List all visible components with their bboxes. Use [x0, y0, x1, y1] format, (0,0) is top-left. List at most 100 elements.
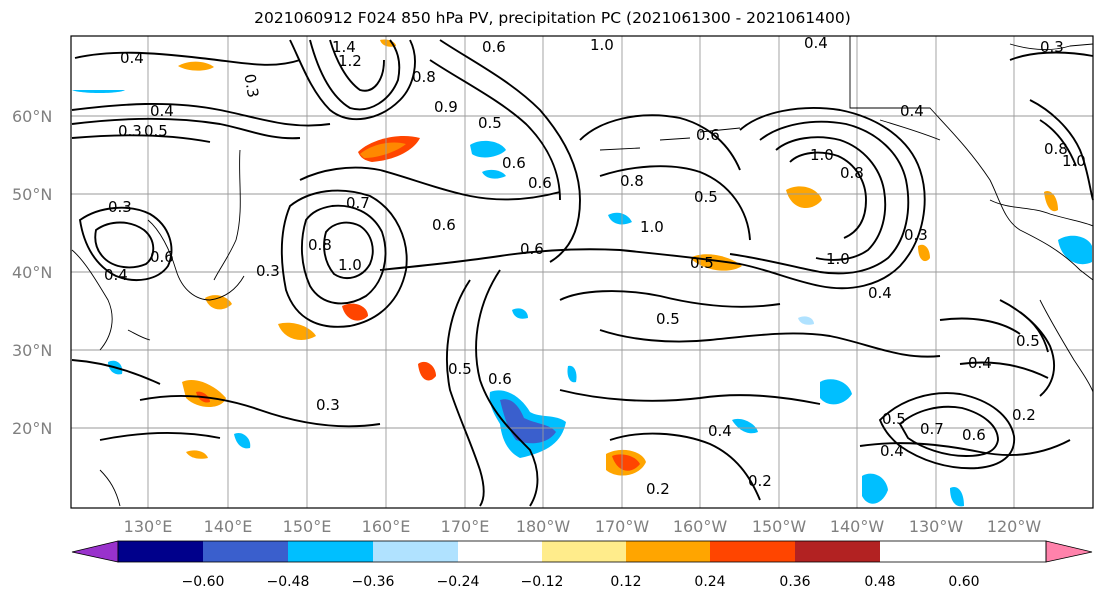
- contour-label: 0.4: [104, 266, 128, 284]
- contour-label: 0.6: [520, 240, 544, 258]
- lon-label: 180°W: [516, 517, 571, 536]
- contour-label: 0.5: [144, 122, 168, 140]
- contour-label: 0.5: [448, 360, 472, 378]
- lon-label: 120°W: [987, 517, 1042, 536]
- contour-label: 0.6: [488, 370, 512, 388]
- contour-label: 0.3: [1040, 38, 1064, 56]
- contour-label: 0.3: [118, 122, 142, 140]
- contour-label: 1.0: [590, 36, 614, 54]
- lon-label: 140°E: [204, 517, 253, 536]
- contour-label: 1.0: [640, 218, 664, 236]
- lat-label: 50°N: [12, 185, 52, 204]
- contour-label: 0.6: [432, 216, 456, 234]
- contour-label: 1.0: [810, 146, 834, 164]
- lon-label: 130°E: [124, 517, 173, 536]
- lat-label: 60°N: [12, 107, 52, 126]
- lon-label: 150°W: [752, 517, 807, 536]
- colorbar-tick-label: 0.24: [694, 574, 725, 590]
- colorbar-tick-labels: −0.60 −0.48 −0.36 −0.24 −0.12 0.12 0.24 …: [182, 574, 980, 590]
- map-panel: 0.4 1.4 1.2 0.3 0.6 1.0 0.4 0.3 0.4 0.3 …: [70, 34, 1094, 509]
- contour-label: 0.6: [696, 126, 720, 144]
- lon-label: 140°W: [830, 517, 885, 536]
- longitude-labels: 130°E 140°E 150°E 160°E 170°E 180°W 170°…: [124, 517, 1042, 536]
- colorbar: −0.60 −0.48 −0.36 −0.24 −0.12 0.12 0.24 …: [71, 540, 1093, 590]
- coastlines: [71, 36, 1094, 507]
- contour-label: 0.7: [346, 194, 370, 212]
- contour-label: 0.3: [316, 396, 340, 414]
- contour-label: 0.8: [840, 164, 864, 182]
- contour-label: 1.4: [332, 38, 356, 56]
- contour-label: 0.6: [502, 154, 526, 172]
- colorbar-segment: [710, 541, 795, 562]
- contour-label: 0.5: [1016, 332, 1040, 350]
- pv-contours: [71, 39, 1094, 507]
- colorbar-tick-label: 0.60: [948, 574, 979, 590]
- lon-label: 160°E: [362, 517, 411, 536]
- contour-label: 1.2: [338, 52, 362, 70]
- contour-label: 0.4: [880, 442, 904, 460]
- contour-labels: 0.4 1.4 1.2 0.3 0.6 1.0 0.4 0.3 0.4 0.3 …: [104, 34, 1086, 498]
- lat-label: 20°N: [12, 419, 52, 438]
- contour-label: 0.5: [882, 410, 906, 428]
- lon-label: 170°W: [595, 517, 650, 536]
- colorbar-tick-label: 0.36: [779, 574, 810, 590]
- contour-label: 0.5: [656, 310, 680, 328]
- colorbar-segment: [118, 541, 203, 562]
- contour-label: 0.5: [478, 114, 502, 132]
- colorbar-tick-label: 0.12: [610, 574, 641, 590]
- precip-shading: [72, 39, 1092, 507]
- contour-label: 0.6: [150, 248, 174, 266]
- contour-label: 1.0: [338, 256, 362, 274]
- lon-label: 170°E: [441, 517, 490, 536]
- lon-label: 160°W: [673, 517, 728, 536]
- colorbar-segment: [626, 541, 710, 562]
- contour-label: 0.3: [904, 226, 928, 244]
- colorbar-segment: [288, 541, 373, 562]
- graticule: [71, 36, 1093, 508]
- lon-label: 150°E: [283, 517, 332, 536]
- latitude-labels: 60°N 50°N 40°N 30°N 20°N: [12, 107, 52, 438]
- colorbar-extend-high: [1045, 540, 1093, 563]
- contour-label: 0.8: [1044, 140, 1068, 158]
- contour-label: 0.4: [120, 49, 144, 67]
- contour-label: 0.4: [900, 102, 924, 120]
- contour-label: 0.6: [482, 38, 506, 56]
- contour-label: 0.6: [528, 174, 552, 192]
- contour-label: 0.5: [694, 188, 718, 206]
- contour-label: 0.7: [920, 420, 944, 438]
- lat-label: 30°N: [12, 341, 52, 360]
- colorbar-tick-label: −0.36: [352, 574, 395, 590]
- contour-label: 0.8: [620, 172, 644, 190]
- colorbar-tick-label: −0.48: [267, 574, 310, 590]
- contour-label: 0.4: [868, 284, 892, 302]
- contour-label: 1.0: [826, 250, 850, 268]
- colorbar-tick-label: −0.60: [182, 574, 225, 590]
- lon-label: 130°W: [909, 517, 964, 536]
- contour-label: 0.4: [150, 102, 174, 120]
- colorbar-tick-label: 0.48: [864, 574, 895, 590]
- colorbar-segment: [373, 541, 458, 562]
- contour-label: 0.9: [434, 98, 458, 116]
- colorbar-segment: [458, 541, 542, 562]
- colorbar-segment: [203, 541, 288, 562]
- colorbar-segment: [542, 541, 626, 562]
- contour-label: 0.2: [646, 480, 670, 498]
- contour-label: 0.2: [748, 472, 772, 490]
- contour-label: 0.3: [256, 262, 280, 280]
- contour-label: 0.8: [308, 236, 332, 254]
- contour-label: 1.0: [1062, 152, 1086, 170]
- colorbar-tick-label: −0.24: [437, 574, 480, 590]
- colorbar-extend-low: [71, 540, 119, 563]
- map-title: 2021060912 F024 850 hPa PV, precipitatio…: [254, 9, 851, 27]
- contour-label: 0.5: [690, 254, 714, 272]
- contour-label: 0.2: [1012, 406, 1036, 424]
- contour-label: 0.3: [108, 198, 132, 216]
- contour-label: 0.6: [962, 426, 986, 444]
- contour-label: 0.3: [240, 72, 262, 99]
- map-frame: [70, 35, 1094, 509]
- contour-label: 0.8: [412, 68, 436, 86]
- contour-label: 0.4: [708, 422, 732, 440]
- colorbar-segment: [795, 541, 880, 562]
- lat-label: 40°N: [12, 263, 52, 282]
